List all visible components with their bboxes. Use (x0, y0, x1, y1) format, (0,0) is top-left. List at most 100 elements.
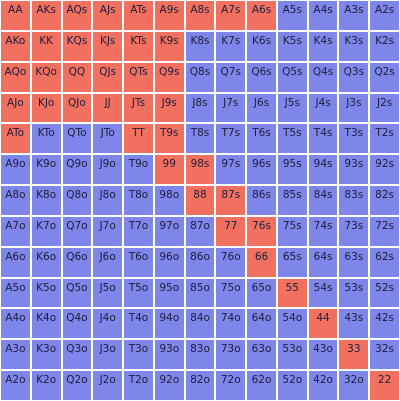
hand-cell-82o[interactable]: 82o (184, 370, 216, 401)
hand-cell-72o[interactable]: 72o (215, 370, 247, 401)
hand-cell-52s[interactable]: 52s (369, 277, 400, 309)
hand-cell-J8s[interactable]: J8s (184, 92, 216, 124)
hand-cell-T5o[interactable]: T5o (123, 277, 154, 309)
hand-cell-65o[interactable]: 65o (246, 277, 277, 309)
hand-cell-AA[interactable]: AA (0, 0, 31, 31)
hand-cell-98o[interactable]: 98o (153, 185, 185, 216)
hand-cell-A7o[interactable]: A7o (0, 215, 31, 247)
hand-cell-QTo[interactable]: QTo (61, 123, 93, 155)
hand-cell-33[interactable]: 33 (338, 339, 370, 371)
hand-cell-QQ[interactable]: QQ (61, 61, 93, 93)
hand-cell-66[interactable]: 66 (246, 246, 277, 278)
hand-cell-A6s[interactable]: A6s (246, 0, 277, 31)
hand-cell-T2s[interactable]: T2s (369, 123, 400, 155)
hand-cell-95o[interactable]: 95o (153, 277, 185, 309)
hand-cell-AQo[interactable]: AQo (0, 61, 31, 93)
hand-cell-T6s[interactable]: T6s (246, 123, 277, 155)
hand-cell-T8s[interactable]: T8s (184, 123, 216, 155)
hand-cell-J7o[interactable]: J7o (92, 215, 124, 247)
hand-cell-J6o[interactable]: J6o (92, 246, 124, 278)
hand-cell-AKo[interactable]: AKo (0, 30, 31, 62)
hand-cell-Q3o[interactable]: Q3o (61, 339, 93, 371)
hand-cell-J6s[interactable]: J6s (246, 92, 277, 124)
hand-cell-T2o[interactable]: T2o (123, 370, 154, 401)
hand-cell-T6o[interactable]: T6o (123, 246, 154, 278)
hand-cell-97o[interactable]: 97o (153, 215, 185, 247)
hand-cell-63o[interactable]: 63o (246, 339, 277, 371)
hand-cell-QTs[interactable]: QTs (123, 61, 154, 93)
hand-cell-A2o[interactable]: A2o (0, 370, 31, 401)
hand-cell-T8o[interactable]: T8o (123, 185, 154, 216)
hand-cell-74s[interactable]: 74s (307, 215, 339, 247)
hand-cell-K5o[interactable]: K5o (30, 277, 62, 309)
hand-cell-A9o[interactable]: A9o (0, 154, 31, 186)
hand-cell-Q4o[interactable]: Q4o (61, 308, 93, 340)
hand-cell-96o[interactable]: 96o (153, 246, 185, 278)
hand-cell-T4o[interactable]: T4o (123, 308, 154, 340)
hand-cell-AJo[interactable]: AJo (0, 92, 31, 124)
hand-cell-J2s[interactable]: J2s (369, 92, 400, 124)
hand-cell-A2s[interactable]: A2s (369, 0, 400, 31)
hand-cell-43o[interactable]: 43o (307, 339, 339, 371)
hand-cell-K6o[interactable]: K6o (30, 246, 62, 278)
hand-cell-84o[interactable]: 84o (184, 308, 216, 340)
hand-cell-95s[interactable]: 95s (276, 154, 308, 186)
hand-cell-64s[interactable]: 64s (307, 246, 339, 278)
hand-cell-T3o[interactable]: T3o (123, 339, 154, 371)
hand-cell-Q6o[interactable]: Q6o (61, 246, 93, 278)
hand-cell-T4s[interactable]: T4s (307, 123, 339, 155)
hand-cell-55[interactable]: 55 (276, 277, 308, 309)
hand-cell-K5s[interactable]: K5s (276, 30, 308, 62)
hand-cell-44[interactable]: 44 (307, 308, 339, 340)
hand-cell-85s[interactable]: 85s (276, 185, 308, 216)
hand-cell-KQs[interactable]: KQs (61, 30, 93, 62)
hand-cell-Q4s[interactable]: Q4s (307, 61, 339, 93)
hand-cell-J8o[interactable]: J8o (92, 185, 124, 216)
hand-cell-75s[interactable]: 75s (276, 215, 308, 247)
hand-cell-K2o[interactable]: K2o (30, 370, 62, 401)
hand-cell-54s[interactable]: 54s (307, 277, 339, 309)
hand-cell-JTo[interactable]: JTo (92, 123, 124, 155)
hand-cell-Q6s[interactable]: Q6s (246, 61, 277, 93)
hand-cell-62s[interactable]: 62s (369, 246, 400, 278)
hand-cell-J9s[interactable]: J9s (153, 92, 185, 124)
hand-cell-A7s[interactable]: A7s (215, 0, 247, 31)
hand-cell-72s[interactable]: 72s (369, 215, 400, 247)
hand-cell-65s[interactable]: 65s (276, 246, 308, 278)
hand-cell-64o[interactable]: 64o (246, 308, 277, 340)
hand-cell-J9o[interactable]: J9o (92, 154, 124, 186)
hand-cell-88[interactable]: 88 (184, 185, 216, 216)
hand-cell-82s[interactable]: 82s (369, 185, 400, 216)
hand-cell-87o[interactable]: 87o (184, 215, 216, 247)
hand-cell-A8s[interactable]: A8s (184, 0, 216, 31)
hand-cell-99[interactable]: 99 (153, 154, 185, 186)
hand-cell-73s[interactable]: 73s (338, 215, 370, 247)
hand-cell-T7s[interactable]: T7s (215, 123, 247, 155)
hand-cell-J5s[interactable]: J5s (276, 92, 308, 124)
hand-cell-Q7o[interactable]: Q7o (61, 215, 93, 247)
hand-cell-93s[interactable]: 93s (338, 154, 370, 186)
hand-cell-A8o[interactable]: A8o (0, 185, 31, 216)
hand-cell-KJo[interactable]: KJo (30, 92, 62, 124)
hand-cell-83s[interactable]: 83s (338, 185, 370, 216)
hand-cell-J2o[interactable]: J2o (92, 370, 124, 401)
hand-cell-KTs[interactable]: KTs (123, 30, 154, 62)
hand-cell-42o[interactable]: 42o (307, 370, 339, 401)
hand-cell-K3s[interactable]: K3s (338, 30, 370, 62)
hand-cell-Q3s[interactable]: Q3s (338, 61, 370, 93)
hand-cell-J3s[interactable]: J3s (338, 92, 370, 124)
hand-cell-Q9s[interactable]: Q9s (153, 61, 185, 93)
hand-cell-53o[interactable]: 53o (276, 339, 308, 371)
hand-cell-42s[interactable]: 42s (369, 308, 400, 340)
hand-cell-32o[interactable]: 32o (338, 370, 370, 401)
hand-cell-K6s[interactable]: K6s (246, 30, 277, 62)
hand-cell-QJo[interactable]: QJo (61, 92, 93, 124)
hand-cell-96s[interactable]: 96s (246, 154, 277, 186)
hand-cell-53s[interactable]: 53s (338, 277, 370, 309)
hand-cell-QJs[interactable]: QJs (92, 61, 124, 93)
hand-cell-KTo[interactable]: KTo (30, 123, 62, 155)
hand-cell-74o[interactable]: 74o (215, 308, 247, 340)
hand-cell-J4o[interactable]: J4o (92, 308, 124, 340)
hand-cell-63s[interactable]: 63s (338, 246, 370, 278)
hand-cell-94o[interactable]: 94o (153, 308, 185, 340)
